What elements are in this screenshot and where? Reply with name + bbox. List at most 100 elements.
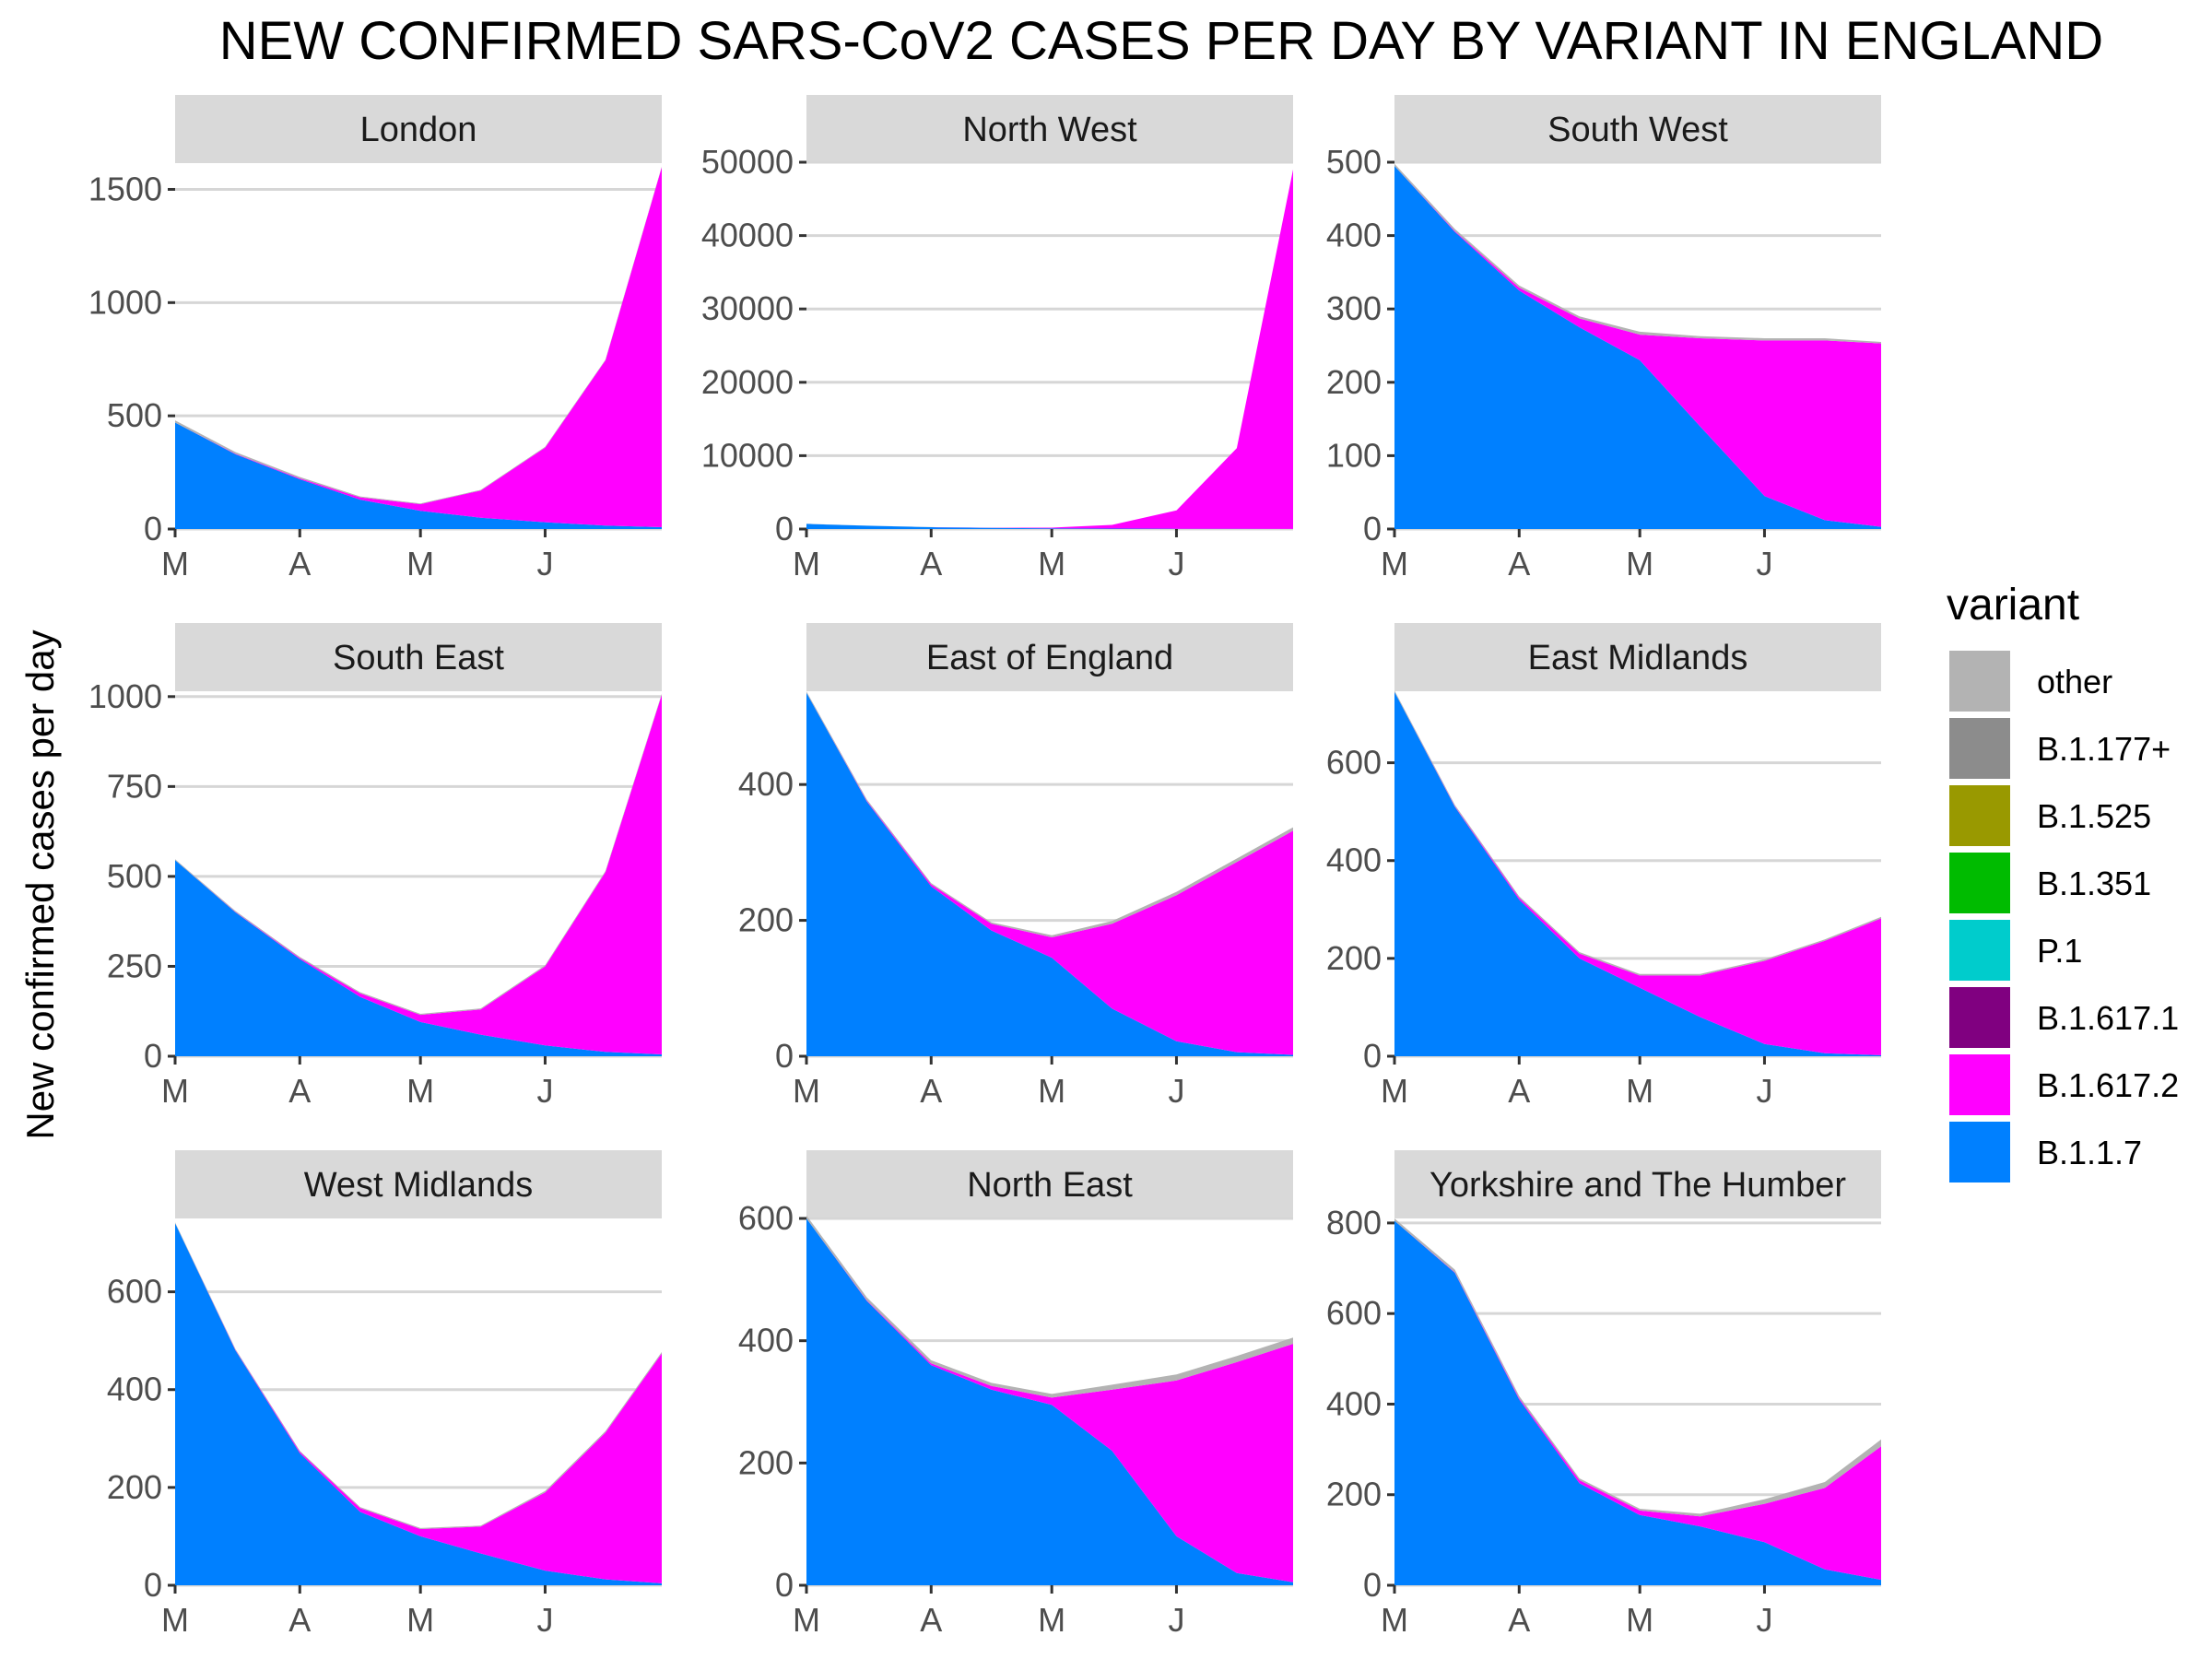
y-tick-label: 0 <box>775 1037 794 1075</box>
y-tick-label: 0 <box>144 1037 162 1075</box>
x-tick-label: M <box>793 545 820 582</box>
y-tick-label: 0 <box>144 1566 162 1604</box>
x-tick-label: A <box>288 545 311 582</box>
y-tick-label: 0 <box>775 510 794 547</box>
x-tick-label: J <box>536 1072 553 1110</box>
y-tick-label: 200 <box>738 1443 794 1481</box>
y-tick-label: 200 <box>1326 939 1382 977</box>
y-tick-label: 500 <box>107 396 162 434</box>
y-tick-label: 500 <box>1326 143 1382 181</box>
legend-title: variant <box>1947 581 2079 629</box>
y-tick-label: 0 <box>1363 1037 1382 1075</box>
x-tick-label: J <box>1756 1601 1772 1639</box>
legend-label-b-1-617-2: B.1.617.2 <box>2037 1066 2179 1104</box>
panel-south-west: South West 0 100 200 300 400 500 M A M J <box>1326 95 1881 582</box>
x-tick-label: J <box>1168 545 1184 582</box>
y-tick-label: 200 <box>1326 363 1382 401</box>
panel-east-midlands: East Midlands 0 200 400 600 M A M J <box>1326 623 1881 1110</box>
y-tick-label: 10000 <box>701 436 794 474</box>
panel-north-east: North East 0 200 400 600 M A M J <box>738 1150 1293 1639</box>
y-tick-label: 600 <box>107 1273 162 1311</box>
panel-strip <box>175 623 662 691</box>
x-tick-label: M <box>1381 545 1408 582</box>
x-tick-label: J <box>536 1601 553 1639</box>
y-tick-label: 100 <box>1326 436 1382 474</box>
panel-strip-label: North East <box>967 1166 1133 1205</box>
legend-label-b-1-351: B.1.351 <box>2037 865 2151 902</box>
legend: variant other B.1.177+ B.1.525 B.1.351 P.1 B.… <box>1947 581 2179 1182</box>
panel-strip-label: South West <box>1547 111 1728 149</box>
y-tick-label: 0 <box>144 510 162 547</box>
panel-strip <box>175 95 662 163</box>
panel-strip-label: West Midlands <box>304 1166 534 1205</box>
area-b-1-617-2 <box>806 169 1293 529</box>
area-b-1-617-2 <box>1394 691 1881 1055</box>
x-tick-label: A <box>920 1601 942 1639</box>
legend-swatch-p-1 <box>1949 920 2010 981</box>
x-tick-label: A <box>1508 545 1530 582</box>
y-tick-label: 800 <box>1326 1204 1382 1241</box>
y-tick-label: 400 <box>107 1371 162 1408</box>
x-tick-label: J <box>1168 1072 1184 1110</box>
area-b-1-617-2 <box>1394 1220 1881 1581</box>
y-tick-label: 250 <box>107 947 162 984</box>
x-tick-label: M <box>406 545 434 582</box>
y-tick-label: 1000 <box>88 677 162 715</box>
area-b-1-617-2 <box>175 694 662 1054</box>
panel-north-west: North West 0 10000 20000 30000 40000 50000 M A M J <box>701 95 1293 582</box>
x-tick-label: M <box>1038 1072 1065 1110</box>
y-axis-title: New confirmed cases per day <box>18 629 62 1139</box>
legend-label-b-1-177: B.1.177+ <box>2037 730 2171 768</box>
legend-swatch-b-1-1-7 <box>1949 1122 2010 1182</box>
panel-strip-label: East of England <box>926 639 1173 677</box>
panel-strip-label: Yorkshire and The Humber <box>1430 1166 1846 1205</box>
x-tick-label: A <box>1508 1601 1530 1639</box>
area-b-1-617-2 <box>806 1218 1293 1583</box>
panel-strip <box>1394 95 1881 163</box>
x-tick-label: A <box>288 1601 311 1639</box>
area-b-1-1-7 <box>806 1218 1293 1585</box>
area-b-1-1-7 <box>175 860 662 1056</box>
legend-swatch-b-1-617-1 <box>1949 987 2010 1048</box>
panel-yorkshire-and-the-humber: Yorkshire and The Humber 0 200 400 600 800 M A M… <box>1326 1150 1881 1639</box>
area-b-1-617-2 <box>806 692 1293 1055</box>
x-tick-label: M <box>161 1601 189 1639</box>
y-tick-label: 40000 <box>701 217 794 254</box>
x-tick-label: M <box>406 1601 434 1639</box>
y-tick-label: 600 <box>1326 744 1382 782</box>
y-tick-label: 0 <box>775 1566 794 1604</box>
area-b-1-617-2 <box>175 1223 662 1583</box>
legend-label-other: other <box>2037 663 2112 700</box>
panel-south-east: South East 0 250 500 750 1000 M A M J <box>88 623 662 1110</box>
area-b-1-1-7 <box>806 692 1293 1056</box>
area-b-1-1-7 <box>806 524 1293 529</box>
area-b-1-617-2 <box>1394 166 1881 527</box>
x-tick-label: M <box>1626 1072 1653 1110</box>
area-b-1-1-7 <box>1394 691 1881 1056</box>
y-tick-label: 750 <box>107 767 162 805</box>
x-tick-label: M <box>406 1072 434 1110</box>
y-tick-label: 400 <box>1326 1384 1382 1422</box>
y-tick-label: 50000 <box>701 143 794 181</box>
y-tick-label: 300 <box>1326 289 1382 327</box>
area-b-1-617-2 <box>175 167 662 527</box>
legend-swatch-b-1-177 <box>1949 718 2010 779</box>
x-tick-label: M <box>1626 1601 1653 1639</box>
panel-strip <box>1394 1150 1881 1218</box>
x-tick-label: M <box>793 1601 820 1639</box>
legend-label-p-1: P.1 <box>2037 932 2082 970</box>
panel-east-of-england: East of England 0 200 400 M A M J <box>738 623 1293 1110</box>
x-tick-label: M <box>1038 545 1065 582</box>
panel-strip-label: South East <box>333 639 504 677</box>
legend-label-b-1-1-7: B.1.1.7 <box>2037 1134 2142 1171</box>
x-tick-label: M <box>1626 545 1653 582</box>
x-tick-label: J <box>1168 1601 1184 1639</box>
x-tick-label: A <box>920 1072 942 1110</box>
y-tick-label: 0 <box>1363 510 1382 547</box>
x-tick-label: M <box>1038 1601 1065 1639</box>
y-tick-label: 600 <box>738 1199 794 1237</box>
panel-strip <box>806 623 1293 691</box>
panel-west-midlands: West Midlands 0 200 400 600 M A M J <box>107 1150 662 1639</box>
